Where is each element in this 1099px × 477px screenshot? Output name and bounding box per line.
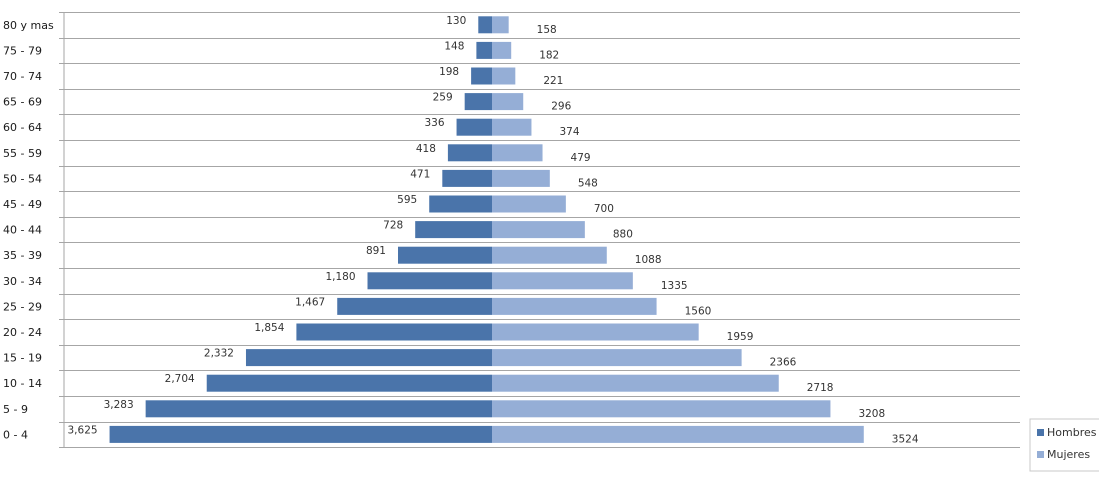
category-label: 50 - 54: [3, 172, 42, 185]
bar-layer: [109, 16, 864, 443]
data-label-hombres: 3,283: [104, 399, 134, 411]
data-label-mujeres: 221: [543, 75, 563, 87]
bar-hombres: [367, 272, 492, 290]
bar-hombres: [464, 93, 492, 111]
category-label: 20 - 24: [3, 326, 42, 339]
category-label: 0 - 4: [3, 428, 28, 441]
bar-mujeres: [492, 16, 509, 34]
bar-mujeres: [492, 425, 864, 443]
data-label-hombres: 418: [416, 143, 436, 155]
bar-hombres: [478, 16, 492, 34]
bar-hombres: [471, 67, 492, 85]
legend-box: [1029, 418, 1099, 472]
bar-mujeres: [492, 400, 831, 418]
data-label-hombres: 2,704: [165, 373, 195, 385]
data-label-mujeres: 479: [571, 152, 591, 164]
data-label-mujeres: 3524: [892, 433, 919, 445]
category-label: 65 - 69: [3, 96, 42, 109]
bar-mujeres: [492, 93, 524, 111]
data-label-hombres: 471: [410, 168, 430, 180]
data-label-mujeres: 1959: [727, 331, 754, 343]
data-label-mujeres: 3208: [858, 408, 885, 420]
category-label: 35 - 39: [3, 249, 42, 262]
data-label-mujeres: 374: [559, 126, 579, 138]
category-label: 10 - 14: [3, 377, 42, 390]
data-label-mujeres: 2366: [770, 357, 797, 369]
data-label-hombres: 148: [444, 40, 464, 52]
bar-hombres: [429, 195, 492, 213]
category-label: 5 - 9: [3, 403, 28, 416]
data-label-hombres: 1,854: [254, 322, 284, 334]
data-label-mujeres: 1560: [685, 305, 712, 317]
data-label-mujeres: 548: [578, 177, 598, 189]
bar-mujeres: [492, 221, 585, 239]
data-label-mujeres: 158: [537, 24, 557, 36]
bar-mujeres: [492, 195, 566, 213]
data-label-hombres: 336: [425, 117, 445, 129]
data-label-hombres: 595: [397, 194, 417, 206]
category-label: 70 - 74: [3, 70, 42, 83]
bar-mujeres: [492, 323, 699, 341]
category-label: 30 - 34: [3, 275, 42, 288]
data-label-hombres: 3,625: [68, 424, 98, 436]
legend-swatch-mujeres: [1037, 451, 1044, 458]
data-label-hombres: 2,332: [204, 348, 234, 360]
bar-mujeres: [492, 246, 607, 264]
bar-hombres: [296, 323, 492, 341]
category-label: 80 y mas: [3, 19, 54, 32]
bar-hombres: [206, 374, 492, 392]
data-label-mujeres: 1088: [635, 254, 662, 266]
bar-mujeres: [492, 272, 633, 290]
category-label: 60 - 64: [3, 121, 42, 134]
data-label-hombres: 891: [366, 245, 386, 257]
bar-hombres: [447, 144, 492, 162]
legend: Hombres Mujeres: [1029, 418, 1099, 472]
bar-mujeres: [492, 118, 532, 136]
legend-swatch-hombres: [1037, 429, 1044, 436]
data-label-hombres: 728: [383, 220, 403, 232]
category-label: 40 - 44: [3, 224, 42, 237]
legend-label-hombres: Hombres: [1047, 426, 1097, 439]
category-label: 25 - 29: [3, 300, 42, 313]
bar-hombres: [397, 246, 492, 264]
data-label-hombres: 198: [439, 66, 459, 78]
bar-hombres: [415, 221, 492, 239]
data-label-mujeres: 2718: [807, 382, 834, 394]
data-label-mujeres: 296: [551, 101, 571, 113]
bar-hombres: [476, 41, 492, 59]
label-layer: 80 y mas 130 158 75 - 79 148 182 70 - 74 198 221…: [3, 15, 919, 446]
category-label: 75 - 79: [3, 44, 42, 57]
bar-mujeres: [492, 349, 742, 367]
bar-mujeres: [492, 144, 543, 162]
data-label-hombres: 130: [446, 15, 466, 27]
category-label: 15 - 19: [3, 352, 42, 365]
data-label-hombres: 1,180: [325, 271, 355, 283]
bar-hombres: [442, 169, 492, 187]
bar-mujeres: [492, 297, 657, 315]
bar-hombres: [337, 297, 492, 315]
category-label: 45 - 49: [3, 198, 42, 211]
bar-mujeres: [492, 41, 512, 59]
data-label-mujeres: 1335: [661, 280, 688, 292]
data-label-hombres: 1,467: [295, 296, 325, 308]
data-label-hombres: 259: [433, 92, 453, 104]
bar-mujeres: [492, 374, 779, 392]
bar-hombres: [109, 425, 492, 443]
data-label-mujeres: 700: [594, 203, 614, 215]
data-label-mujeres: 182: [539, 49, 559, 61]
category-label: 55 - 59: [3, 147, 42, 160]
bar-mujeres: [492, 67, 516, 85]
data-label-mujeres: 880: [613, 229, 633, 241]
grid-layer: [59, 12, 1020, 448]
legend-label-mujeres: Mujeres: [1047, 448, 1090, 461]
bar-hombres: [456, 118, 492, 136]
bar-mujeres: [492, 169, 550, 187]
bar-hombres: [145, 400, 492, 418]
bar-hombres: [245, 349, 492, 367]
